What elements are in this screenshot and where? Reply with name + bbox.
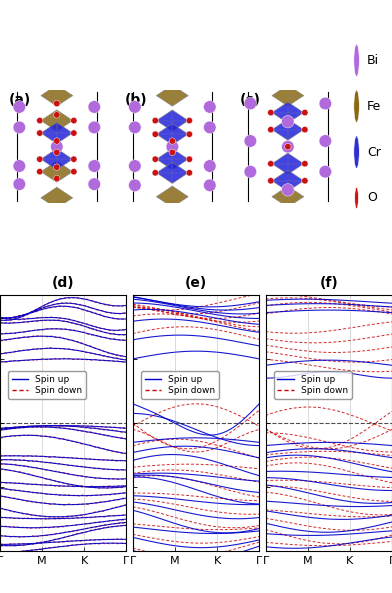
Text: (a): (a) [9, 93, 31, 107]
Polygon shape [156, 110, 188, 131]
Polygon shape [41, 187, 73, 208]
Circle shape [186, 117, 192, 124]
Circle shape [71, 168, 77, 175]
Circle shape [54, 138, 60, 144]
Circle shape [54, 149, 60, 155]
Text: Fe: Fe [367, 100, 381, 113]
Polygon shape [272, 85, 304, 106]
Circle shape [355, 187, 358, 209]
Text: (f): (f) [319, 276, 338, 289]
Polygon shape [272, 153, 304, 174]
Text: Bi: Bi [367, 54, 379, 67]
Circle shape [71, 156, 77, 162]
Polygon shape [272, 170, 304, 192]
Text: (b): (b) [125, 93, 147, 107]
Polygon shape [41, 110, 73, 131]
Polygon shape [41, 149, 73, 170]
Polygon shape [41, 123, 73, 144]
Circle shape [152, 117, 158, 124]
Circle shape [354, 90, 359, 122]
Circle shape [319, 165, 332, 178]
Circle shape [51, 141, 63, 153]
Text: Cr: Cr [367, 145, 381, 158]
Circle shape [152, 156, 158, 162]
Circle shape [88, 178, 100, 190]
Circle shape [281, 116, 294, 128]
Legend: Spin up, Spin down: Spin up, Spin down [274, 371, 352, 399]
Circle shape [152, 170, 158, 176]
Circle shape [268, 110, 274, 116]
Circle shape [268, 126, 274, 133]
Circle shape [244, 165, 257, 178]
Circle shape [71, 130, 77, 136]
Circle shape [203, 121, 216, 133]
Circle shape [54, 111, 60, 118]
Circle shape [54, 100, 60, 107]
Circle shape [129, 160, 141, 172]
Polygon shape [41, 161, 73, 182]
Circle shape [88, 121, 100, 133]
Circle shape [129, 179, 141, 192]
Circle shape [268, 161, 274, 167]
Circle shape [302, 177, 308, 184]
Circle shape [203, 101, 216, 113]
Circle shape [88, 101, 100, 113]
Circle shape [129, 101, 141, 113]
Circle shape [88, 160, 100, 172]
Circle shape [285, 144, 291, 150]
Polygon shape [156, 85, 188, 106]
Text: (c): (c) [240, 93, 261, 107]
Circle shape [13, 178, 25, 190]
Polygon shape [156, 123, 188, 145]
Circle shape [54, 164, 60, 170]
Polygon shape [41, 85, 73, 106]
Circle shape [203, 179, 216, 192]
Circle shape [13, 121, 25, 133]
Legend: Spin up, Spin down: Spin up, Spin down [141, 371, 219, 399]
Circle shape [54, 176, 60, 181]
Circle shape [302, 110, 308, 116]
Text: (e): (e) [185, 276, 207, 289]
Circle shape [302, 161, 308, 167]
Polygon shape [272, 102, 304, 123]
Circle shape [186, 156, 192, 162]
Circle shape [186, 131, 192, 138]
Text: (d): (d) [52, 276, 74, 289]
Circle shape [281, 184, 294, 196]
Circle shape [268, 177, 274, 184]
Circle shape [36, 156, 43, 162]
Circle shape [36, 130, 43, 136]
Circle shape [36, 117, 43, 124]
Circle shape [319, 135, 332, 147]
Circle shape [169, 138, 176, 144]
Circle shape [244, 135, 257, 147]
Circle shape [166, 141, 179, 153]
Circle shape [319, 97, 332, 110]
Circle shape [13, 160, 25, 172]
Circle shape [129, 121, 141, 133]
Circle shape [169, 149, 176, 155]
Circle shape [186, 170, 192, 176]
Circle shape [152, 131, 158, 138]
Legend: Spin up, Spin down: Spin up, Spin down [8, 371, 86, 399]
Circle shape [354, 44, 359, 76]
Circle shape [244, 97, 257, 110]
Polygon shape [272, 119, 304, 140]
Circle shape [203, 160, 216, 172]
Circle shape [302, 126, 308, 133]
Polygon shape [272, 186, 304, 207]
Circle shape [71, 117, 77, 124]
Polygon shape [156, 162, 188, 183]
Polygon shape [156, 186, 188, 207]
Circle shape [36, 168, 43, 175]
Circle shape [354, 136, 359, 168]
Circle shape [13, 101, 25, 113]
Text: O: O [367, 192, 377, 205]
Circle shape [281, 141, 294, 153]
Polygon shape [156, 149, 188, 170]
